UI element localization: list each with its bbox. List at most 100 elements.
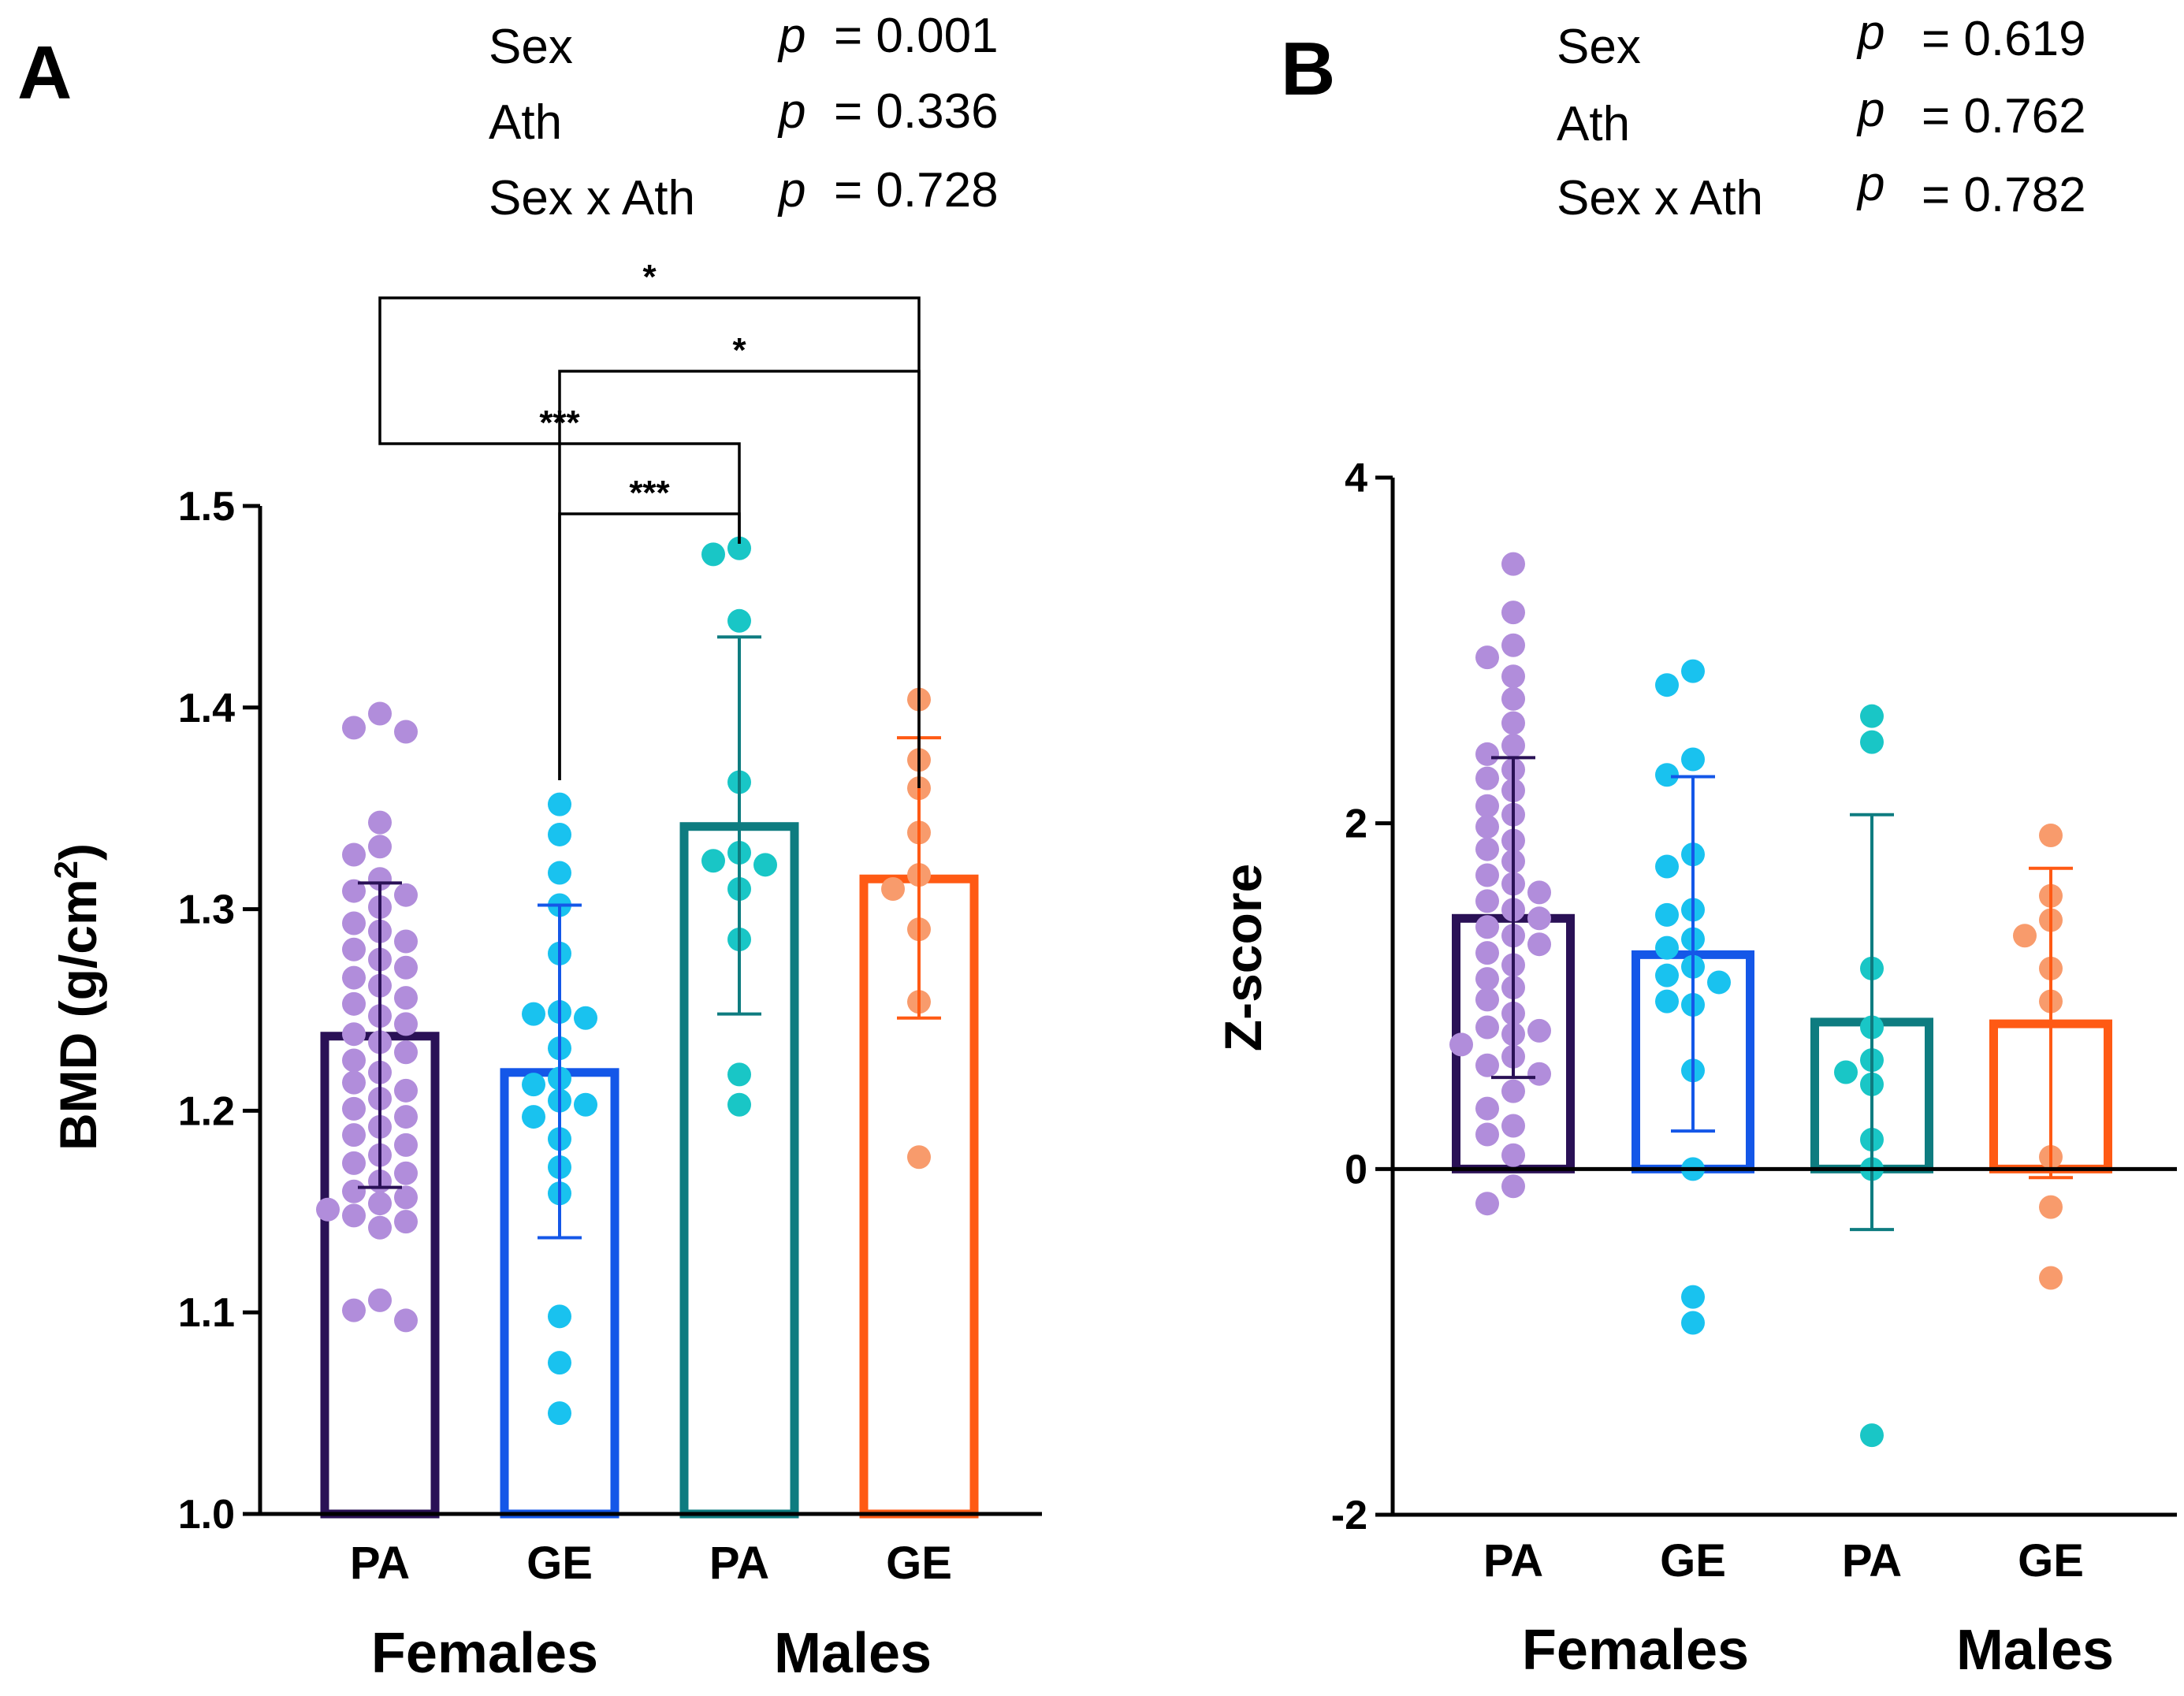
- panel-b-category-label: GE: [1660, 1535, 1726, 1586]
- data-point: [1475, 1015, 1499, 1040]
- panel-b: B Sex p = 0.619 Ath p = 0.762 Sex x Ath …: [1214, 6, 2177, 1682]
- data-point: [342, 842, 366, 867]
- data-point: [701, 849, 725, 873]
- data-point: [368, 701, 392, 726]
- panel-a-points: [316, 536, 931, 1426]
- data-point: [1655, 989, 1679, 1014]
- data-point: [1475, 987, 1499, 1012]
- data-point: [522, 1073, 545, 1097]
- stat-term: Ath: [1557, 97, 1630, 151]
- data-point: [1655, 963, 1679, 987]
- panel-a-y-axis-label: BMD (g/cm2): [47, 843, 107, 1151]
- data-point: [1707, 970, 1731, 995]
- data-point: [1501, 711, 1525, 735]
- data-point: [1475, 889, 1499, 913]
- data-point: [1501, 601, 1525, 625]
- data-point: [701, 542, 725, 567]
- data-point: [907, 1145, 931, 1170]
- data-point: [368, 1288, 392, 1312]
- data-point: [342, 1096, 366, 1121]
- data-point: [2039, 1266, 2063, 1290]
- data-point: [1501, 552, 1525, 576]
- data-point: [1475, 766, 1499, 790]
- panel-b-group-label: Males: [1956, 1619, 2114, 1682]
- stat-p-label: p: [777, 9, 806, 63]
- data-point: [342, 879, 366, 903]
- data-point: [394, 1012, 418, 1036]
- stat-p-label: p: [1856, 157, 1884, 211]
- data-point: [1475, 941, 1499, 965]
- data-point: [1527, 906, 1551, 931]
- data-point: [1655, 673, 1679, 697]
- panel-a-group-label: Females: [371, 1622, 598, 1685]
- y-tick-label: 2: [1345, 802, 1367, 847]
- data-point: [1475, 1122, 1499, 1147]
- data-point: [394, 1308, 418, 1333]
- stat-p-label: p: [777, 84, 806, 139]
- data-point: [394, 883, 418, 907]
- data-point: [394, 1133, 418, 1157]
- data-point: [1501, 1114, 1525, 1138]
- stat-p-label: p: [1856, 6, 1884, 60]
- stat-term: Sex: [489, 20, 573, 74]
- data-point: [1681, 1311, 1705, 1335]
- data-point: [342, 1179, 366, 1203]
- stat-term: Sex: [1557, 20, 1641, 74]
- data-point: [342, 937, 366, 961]
- panel-b-category-label: PA: [1483, 1535, 1543, 1586]
- panel-a-category-label: PA: [709, 1538, 769, 1589]
- data-point: [548, 822, 571, 846]
- data-point: [1527, 880, 1551, 905]
- data-point: [368, 1192, 392, 1216]
- panel-a: A Sex p = 0.001 Ath p = 0.336 Sex x Ath …: [17, 9, 1042, 1685]
- data-point: [548, 1351, 571, 1375]
- stat-term: Ath: [489, 95, 562, 150]
- stat-value: = 0.619: [1922, 12, 2086, 66]
- data-point: [1655, 854, 1679, 879]
- data-point: [2013, 924, 2037, 948]
- data-point: [1475, 915, 1499, 939]
- data-point: [1655, 902, 1679, 927]
- panel-b-axes: [1390, 478, 2177, 1517]
- data-point: [342, 1123, 366, 1147]
- data-point: [342, 1070, 366, 1095]
- data-point: [394, 720, 418, 744]
- data-point: [1860, 1423, 1884, 1448]
- data-point: [1475, 645, 1499, 670]
- data-point: [368, 1215, 392, 1240]
- stat-p-label: p: [1856, 83, 1884, 137]
- data-point: [574, 1092, 597, 1117]
- data-point: [1501, 633, 1525, 657]
- y-tick-label: -2: [1331, 1493, 1367, 1538]
- significance-bracket: [558, 512, 741, 780]
- data-point: [1475, 967, 1499, 991]
- data-point: [394, 986, 418, 1010]
- data-point: [1449, 1032, 1473, 1057]
- data-point: [1501, 733, 1525, 757]
- significance-label: ***: [629, 474, 670, 512]
- data-point: [1475, 863, 1499, 887]
- data-point: [394, 1105, 418, 1129]
- data-point: [2039, 824, 2063, 848]
- y-tick-label: 1.0: [178, 1492, 235, 1538]
- panel-b-group-label: Females: [1522, 1619, 1749, 1682]
- panel-a-stats: Sex p = 0.001 Ath p = 0.336 Sex x Ath p …: [489, 9, 999, 225]
- significance-bracket: [378, 422, 741, 544]
- panel-b-bars: [1452, 913, 2112, 1173]
- panel-b-error-bars: [1491, 756, 2073, 1232]
- data-point: [342, 911, 366, 935]
- data-point: [2039, 1195, 2063, 1219]
- panel-b-y-ticks: -2 0 2 4: [1331, 456, 1393, 1538]
- data-point: [368, 835, 392, 859]
- data-point: [1655, 763, 1679, 787]
- data-point: [548, 1401, 571, 1426]
- y-tick-label: 4: [1345, 456, 1367, 501]
- data-point: [548, 792, 571, 816]
- data-point: [394, 929, 418, 954]
- data-point: [1475, 1096, 1499, 1121]
- significance-label: ***: [539, 404, 580, 442]
- data-point: [394, 1040, 418, 1065]
- panel-b-category-label: GE: [2018, 1535, 2084, 1586]
- data-point: [727, 1062, 751, 1087]
